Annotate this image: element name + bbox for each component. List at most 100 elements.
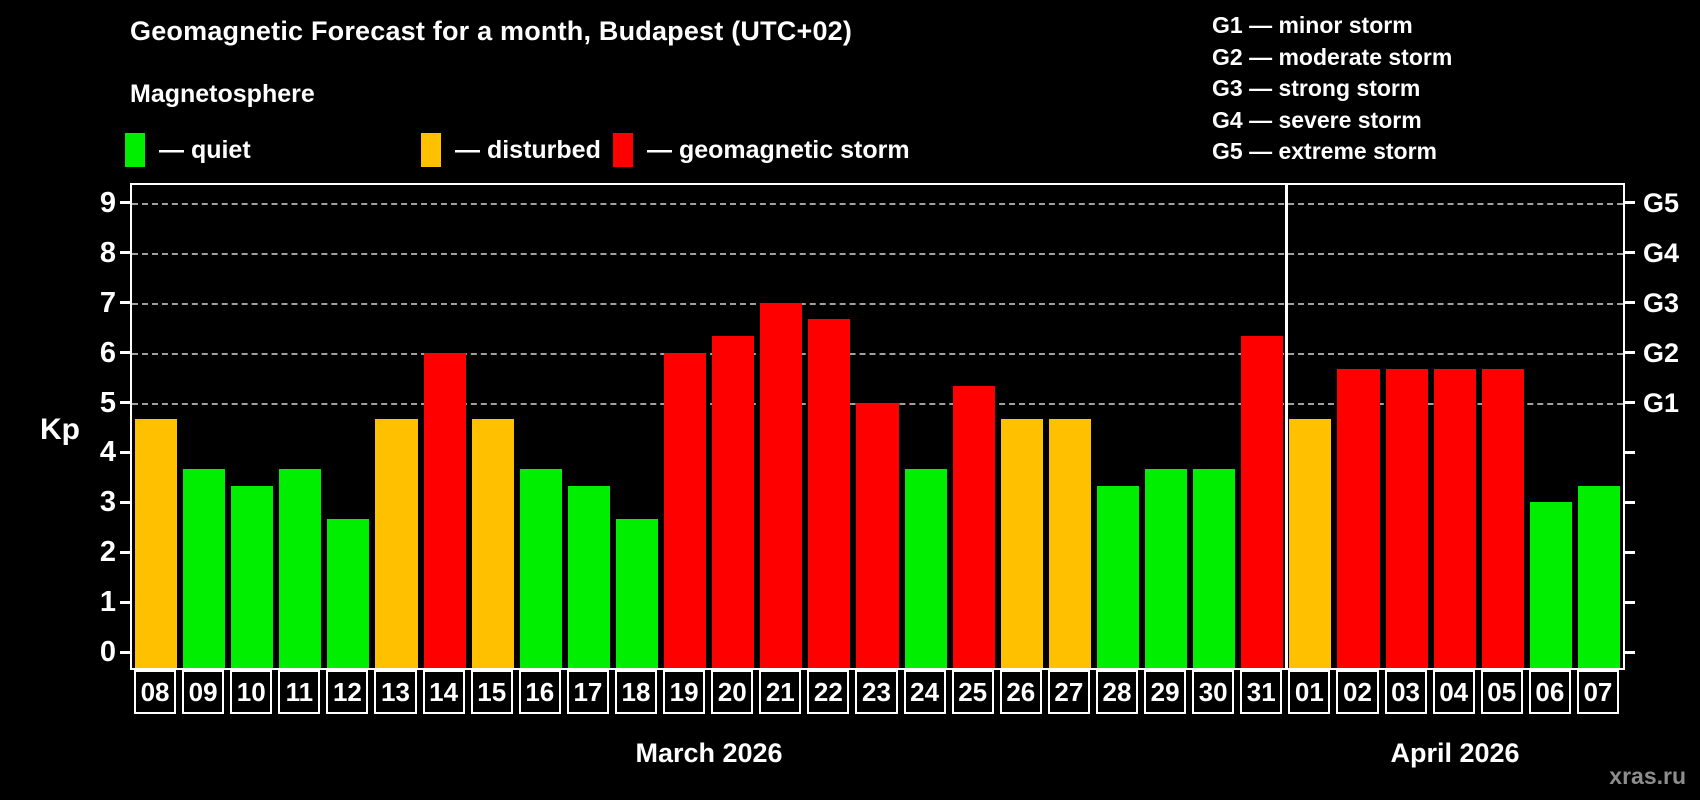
y-tick-right-8 xyxy=(1625,251,1635,255)
gridline-kp-6 xyxy=(132,352,1623,355)
bar-day-28 xyxy=(1096,485,1140,668)
bar-day-08 xyxy=(135,419,178,668)
bar-day-01 xyxy=(1289,419,1332,668)
bar-day-10 xyxy=(231,485,274,668)
date-cell-09: 09 xyxy=(182,670,225,714)
y-tick-right-2 xyxy=(1625,550,1635,554)
y-tick-right-1 xyxy=(1625,600,1635,604)
y-tick-label-7: 7 xyxy=(99,286,116,319)
right-axis-label-g5: G5 xyxy=(1643,187,1680,218)
date-cell-18: 18 xyxy=(614,670,658,714)
bar-day-17 xyxy=(567,485,610,668)
month-label-march: March 2026 xyxy=(635,738,783,768)
bar-day-24 xyxy=(904,468,947,668)
y-tick-right-4 xyxy=(1625,450,1635,454)
gridline-kp-9 xyxy=(132,202,1623,205)
date-cell-30: 30 xyxy=(1192,670,1235,714)
y-tick-right-0 xyxy=(1625,650,1635,654)
bar-day-06 xyxy=(1529,502,1572,668)
date-cell-19: 19 xyxy=(663,670,706,714)
date-cell-24: 24 xyxy=(903,670,946,714)
y-tick-left-2 xyxy=(120,550,130,554)
y-tick-left-9 xyxy=(120,201,130,205)
y-tick-right-6 xyxy=(1625,351,1635,355)
storm-scale-g2: G2 — moderate storm xyxy=(1212,43,1453,70)
y-tick-label-6: 6 xyxy=(99,336,116,369)
date-cell-29: 29 xyxy=(1144,670,1187,714)
legend-label-storm: — geomagnetic storm xyxy=(647,135,910,164)
right-axis-label-g1: G1 xyxy=(1643,387,1680,418)
bar-day-21 xyxy=(760,302,803,668)
date-cell-02: 02 xyxy=(1336,670,1379,714)
storm-color-swatch xyxy=(613,133,633,167)
bar-day-30 xyxy=(1193,468,1236,668)
date-cell-14: 14 xyxy=(422,670,465,714)
legend-item-disturbed: — disturbed xyxy=(421,131,601,169)
y-axis-title: Kp xyxy=(40,413,80,446)
legend-item-quiet: — quiet xyxy=(125,131,251,169)
y-tick-label-2: 2 xyxy=(99,536,116,569)
bar-day-25 xyxy=(952,386,995,668)
bar-day-13 xyxy=(375,419,418,668)
date-cell-05: 05 xyxy=(1480,670,1523,714)
date-cell-20: 20 xyxy=(711,670,754,714)
y-tick-left-8 xyxy=(120,251,130,255)
storm-scale-g1: G1 — minor storm xyxy=(1212,12,1413,38)
date-cell-27: 27 xyxy=(1047,670,1090,714)
right-axis-label-g3: G3 xyxy=(1643,287,1680,318)
bar-day-27 xyxy=(1048,419,1091,668)
date-cell-08: 08 xyxy=(134,670,177,714)
date-cell-26: 26 xyxy=(999,670,1042,714)
bar-day-18 xyxy=(615,518,659,668)
bar-day-22 xyxy=(808,319,851,668)
date-cell-28: 28 xyxy=(1095,670,1139,714)
y-tick-right-3 xyxy=(1625,500,1635,504)
date-cell-21: 21 xyxy=(759,670,802,714)
y-tick-left-0 xyxy=(120,650,130,654)
right-axis-label-g4: G4 xyxy=(1643,237,1680,268)
storm-scale-g3: G3 — strong storm xyxy=(1212,75,1421,101)
y-tick-right-9 xyxy=(1625,201,1635,205)
date-cell-25: 25 xyxy=(951,670,994,714)
date-cell-06: 06 xyxy=(1528,670,1571,714)
y-tick-left-1 xyxy=(120,600,130,604)
y-tick-label-9: 9 xyxy=(99,186,116,219)
bar-day-02 xyxy=(1337,369,1380,668)
bar-day-19 xyxy=(664,352,707,668)
gridline-kp-7 xyxy=(132,302,1623,305)
right-axis-label-g2: G2 xyxy=(1643,337,1680,368)
gridline-kp-8 xyxy=(132,252,1623,255)
bar-day-12 xyxy=(327,518,370,668)
bar-day-16 xyxy=(519,468,562,668)
date-axis-row: 08 09 10 11 12 13 14 15 16 17 18 19 20 21 22 23 24 25 26 27… xyxy=(130,670,1625,716)
bar-day-20 xyxy=(712,336,755,668)
y-tick-left-3 xyxy=(120,500,130,504)
y-tick-label-8: 8 xyxy=(99,236,116,269)
page-title: Geomagnetic Forecast for a month, Budape… xyxy=(130,16,853,46)
plot-area xyxy=(130,183,1625,670)
bar-day-29 xyxy=(1145,468,1188,668)
date-cell-10: 10 xyxy=(230,670,273,714)
date-cell-17: 17 xyxy=(566,670,609,714)
chart-subtitle: Magnetosphere xyxy=(130,80,315,108)
date-cell-12: 12 xyxy=(326,670,369,714)
month-label-april: April 2026 xyxy=(1390,738,1520,768)
legend-label-quiet: — quiet xyxy=(159,135,251,164)
date-cell-22: 22 xyxy=(807,670,850,714)
y-tick-left-4 xyxy=(120,450,130,454)
bar-day-11 xyxy=(279,468,322,668)
y-tick-left-7 xyxy=(120,301,130,305)
bar-day-07 xyxy=(1577,485,1620,668)
legend-item-storm: — geomagnetic storm xyxy=(613,131,910,169)
storm-scale-g5: G5 — extreme storm xyxy=(1212,138,1437,164)
storm-scale-legend: G1 — minor storm G2 — moderate storm G3 … xyxy=(1212,10,1452,168)
bar-day-05 xyxy=(1481,369,1524,668)
y-tick-label-3: 3 xyxy=(99,486,116,519)
date-cell-15: 15 xyxy=(470,670,513,714)
date-cell-07: 07 xyxy=(1576,670,1619,714)
y-tick-label-0: 0 xyxy=(99,636,116,668)
y-tick-right-7 xyxy=(1625,301,1635,305)
date-cell-23: 23 xyxy=(855,670,898,714)
date-cell-04: 04 xyxy=(1432,670,1475,714)
bar-day-09 xyxy=(183,468,226,668)
